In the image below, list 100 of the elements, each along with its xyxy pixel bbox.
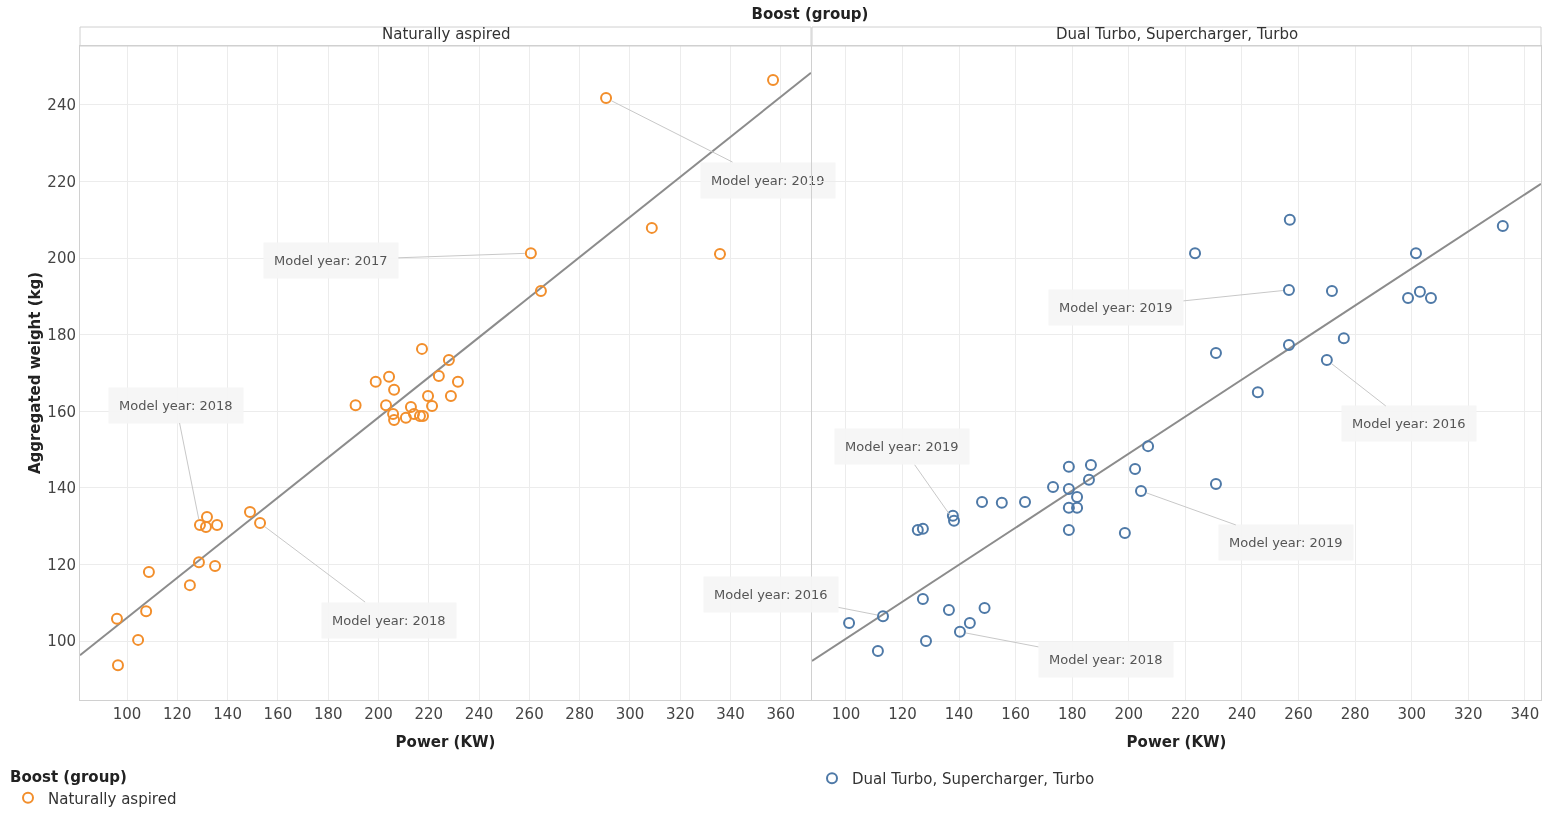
point bbox=[953, 625, 966, 638]
point bbox=[1135, 484, 1147, 497]
point bbox=[1071, 491, 1084, 504]
point bbox=[111, 659, 124, 672]
x-tick-label: 340 bbox=[1510, 705, 1540, 723]
x-tick-label: 300 bbox=[1397, 705, 1427, 723]
point bbox=[1209, 478, 1222, 491]
x-tick-label: 240 bbox=[1227, 705, 1257, 723]
point bbox=[600, 92, 613, 105]
chart-subtitle: Dual Turbo, Supercharger, Turbo bbox=[1056, 25, 1299, 43]
point bbox=[1325, 285, 1338, 298]
y-tick-label: 220 bbox=[47, 172, 76, 191]
point bbox=[140, 605, 153, 618]
point bbox=[243, 505, 256, 518]
point bbox=[1496, 219, 1509, 232]
point bbox=[200, 510, 213, 523]
point bbox=[1283, 213, 1296, 226]
point bbox=[1209, 347, 1222, 360]
point bbox=[978, 602, 991, 615]
point bbox=[132, 633, 145, 646]
x-tick-label: 300 bbox=[615, 705, 645, 723]
point bbox=[415, 342, 428, 355]
point bbox=[183, 579, 196, 592]
x-tick-label: 160 bbox=[263, 705, 293, 723]
annotation: Model year: 2018 bbox=[1049, 652, 1163, 667]
point bbox=[1071, 501, 1084, 514]
x-tick-label: 260 bbox=[1284, 705, 1313, 723]
point bbox=[948, 514, 961, 527]
y-axis-title: Aggregated weight (kg) bbox=[26, 271, 44, 475]
point bbox=[1189, 247, 1202, 260]
point bbox=[713, 247, 726, 260]
x-tick-label: 200 bbox=[364, 705, 393, 723]
x-tick-label: 320 bbox=[665, 705, 695, 723]
annotation: Model year: 2018 bbox=[119, 398, 233, 413]
point bbox=[451, 375, 464, 388]
annotation: Model year: 2019 bbox=[845, 439, 959, 454]
point bbox=[1084, 458, 1097, 471]
point bbox=[1082, 473, 1095, 486]
x-tick-label: 340 bbox=[716, 705, 745, 723]
point bbox=[426, 399, 439, 412]
point bbox=[534, 285, 547, 298]
point bbox=[399, 411, 412, 424]
point bbox=[1409, 247, 1422, 260]
point bbox=[209, 559, 222, 572]
point bbox=[442, 353, 455, 366]
point bbox=[407, 407, 420, 420]
x-axis-title: Power (KW) bbox=[1126, 733, 1227, 751]
point bbox=[1118, 527, 1131, 540]
point bbox=[1019, 496, 1032, 509]
x-tick-label: 180 bbox=[1057, 705, 1087, 723]
point bbox=[1142, 440, 1155, 453]
point bbox=[1320, 353, 1333, 366]
point bbox=[645, 221, 658, 234]
point bbox=[1402, 291, 1415, 304]
y-tick-label: 200 bbox=[47, 249, 76, 268]
x-tick-label: 100 bbox=[112, 705, 142, 723]
x-tick-label: 120 bbox=[163, 705, 192, 723]
point bbox=[1062, 483, 1075, 496]
point bbox=[963, 617, 976, 630]
point bbox=[422, 389, 435, 402]
point bbox=[942, 604, 955, 617]
x-tick-label: 100 bbox=[831, 705, 861, 723]
x-tick-label: 140 bbox=[213, 705, 242, 723]
point bbox=[976, 496, 989, 509]
x-tick-label: 220 bbox=[1171, 705, 1200, 723]
point bbox=[192, 556, 205, 569]
point bbox=[254, 517, 267, 530]
x-tick-label: 140 bbox=[944, 705, 974, 723]
point bbox=[1129, 463, 1142, 476]
point bbox=[1337, 332, 1350, 345]
point bbox=[387, 407, 400, 420]
legend-label: Dual Turbo, Supercharger, Turbo bbox=[852, 770, 1095, 789]
point bbox=[369, 375, 382, 388]
annotation: Model year: 2018 bbox=[332, 613, 446, 628]
point bbox=[1282, 339, 1295, 352]
point bbox=[349, 399, 362, 412]
x-tick-label: 180 bbox=[313, 705, 343, 723]
point bbox=[920, 635, 932, 648]
point bbox=[916, 592, 929, 605]
point bbox=[995, 496, 1008, 509]
x-tick-label: 280 bbox=[565, 705, 594, 723]
point bbox=[767, 74, 780, 87]
point bbox=[142, 566, 155, 579]
point bbox=[843, 617, 856, 630]
y-tick-label: 100 bbox=[47, 632, 76, 651]
annotation: Model year: 2016 bbox=[1352, 416, 1466, 431]
point bbox=[388, 383, 401, 396]
point bbox=[524, 247, 537, 260]
point bbox=[1062, 523, 1075, 536]
x-tick-label: 160 bbox=[1001, 705, 1030, 723]
point bbox=[380, 399, 393, 412]
legend-title: Boost (group) bbox=[10, 767, 127, 786]
point bbox=[1047, 481, 1060, 494]
x-tick-label: 120 bbox=[888, 705, 917, 723]
legend-label: Naturally aspired bbox=[48, 789, 177, 808]
y-tick-label: 240 bbox=[47, 96, 76, 115]
x-tick-label: 280 bbox=[1340, 705, 1370, 723]
annotation: Model year: 2017 bbox=[274, 253, 388, 268]
y-tick-label: 120 bbox=[47, 555, 76, 574]
y-tick-label: 140 bbox=[47, 479, 76, 498]
